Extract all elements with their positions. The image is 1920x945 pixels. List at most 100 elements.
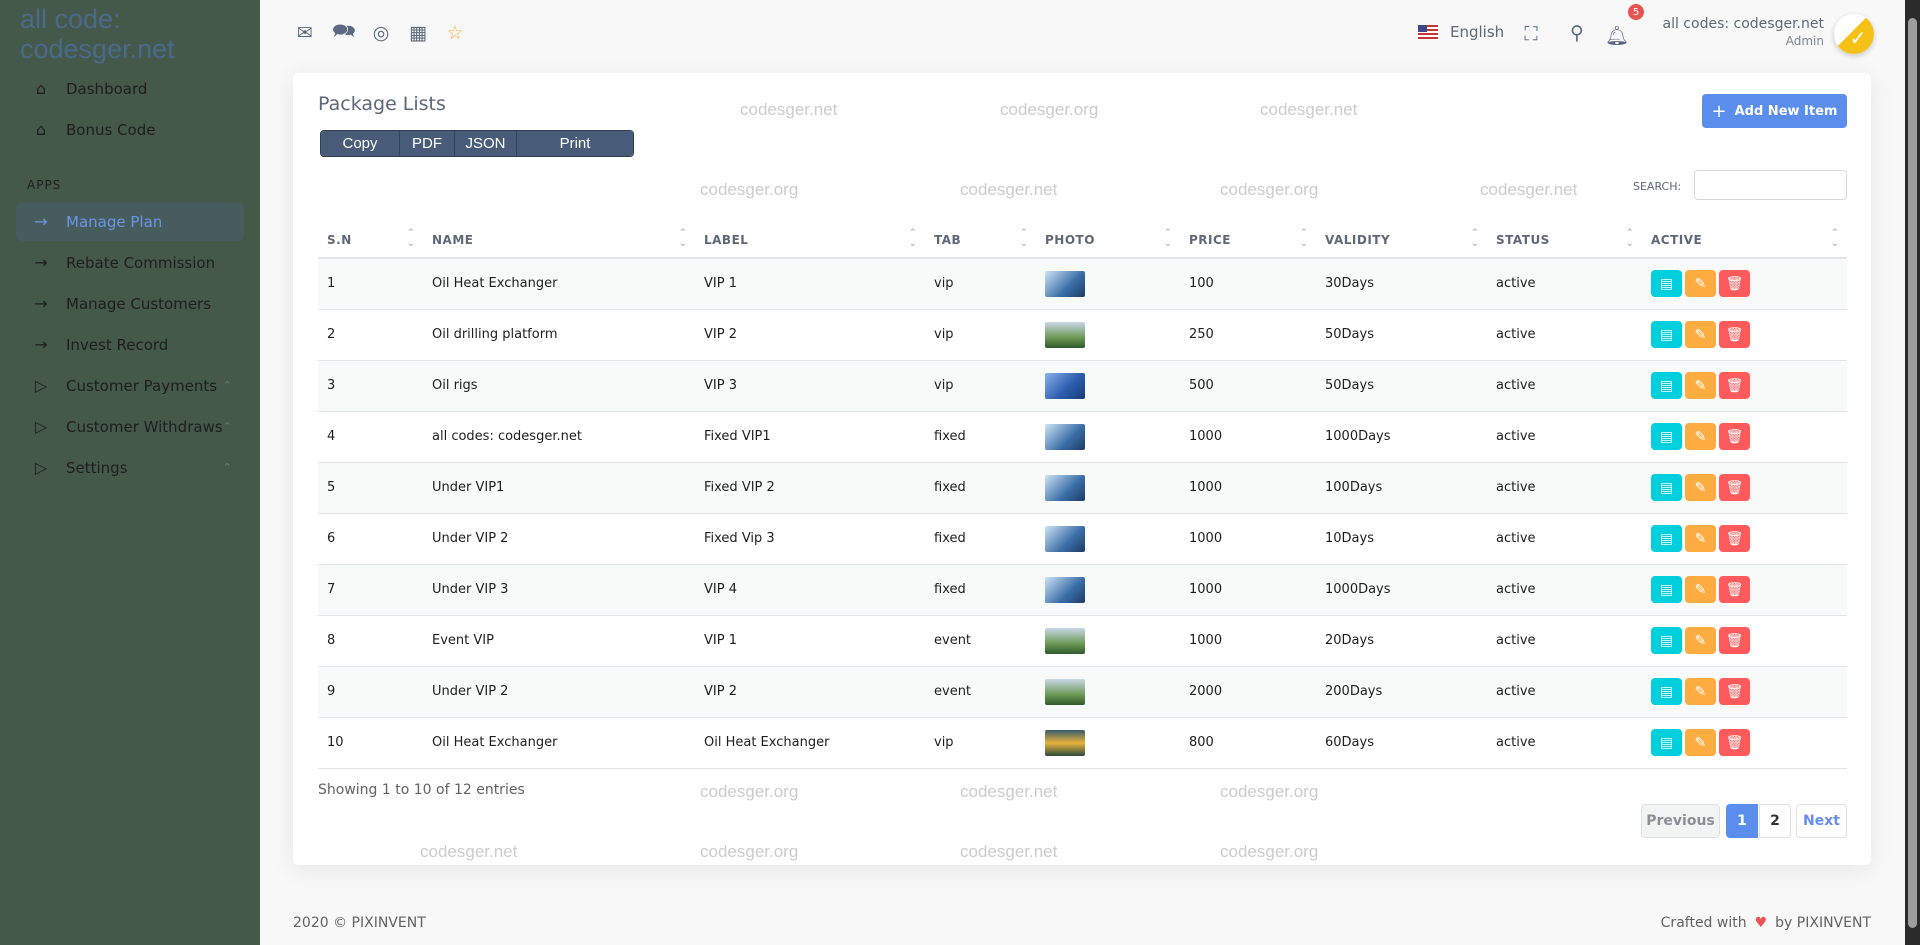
column-header-price[interactable]: PRICE ⌃ ⌄ (1180, 222, 1316, 259)
edit-button[interactable]: ✎ (1685, 678, 1716, 705)
cell-label: Fixed Vip 3 (695, 513, 925, 565)
edit-button[interactable]: ✎ (1685, 321, 1716, 348)
language-selector[interactable]: English (1418, 23, 1504, 41)
sidebar-item-rebate-commission[interactable]: → Rebate Commission (16, 243, 244, 282)
view-button[interactable]: ▤ (1651, 321, 1682, 348)
bell-icon[interactable]: 🔔︎ (1604, 24, 1630, 47)
delete-button[interactable]: 🗑︎ (1719, 729, 1750, 756)
avatar[interactable]: ✓ (1834, 14, 1874, 54)
cell-actions: ▤ ✎ 🗑︎ (1642, 309, 1847, 361)
view-button[interactable]: ▤ (1651, 525, 1682, 552)
column-header-status[interactable]: STATUS ⌃ ⌄ (1487, 222, 1642, 259)
delete-button[interactable]: 🗑︎ (1719, 474, 1750, 501)
next-page-button[interactable]: Next (1796, 804, 1847, 838)
cell-photo (1036, 666, 1180, 718)
column-header-photo[interactable]: PHOTO ⌃ ⌄ (1036, 222, 1180, 259)
page-1-button[interactable]: 1 (1726, 804, 1758, 838)
previous-page-button[interactable]: Previous (1641, 804, 1720, 838)
fullscreen-icon[interactable]: ⛶ (1524, 23, 1538, 45)
column-header-validity[interactable]: VALIDITY ⌃ ⌄ (1316, 222, 1487, 259)
cell-price: 1000 (1180, 411, 1316, 463)
heart-icon: ♥ (1754, 915, 1768, 931)
user-menu[interactable]: all codes: codesger.net Admin (1663, 16, 1825, 48)
mail-icon[interactable]: ✉ (297, 22, 313, 44)
edit-button[interactable]: ✎ (1685, 576, 1716, 603)
sidebar-item-settings[interactable]: ▷ Settings ⌃ (16, 448, 244, 487)
edit-button[interactable]: ✎ (1685, 474, 1716, 501)
table-row: 10 Oil Heat Exchanger Oil Heat Exchanger vi… (318, 717, 1847, 769)
column-header-sn[interactable]: S.N ⌃ ⌄ (318, 222, 423, 259)
sidebar-item-bonus-code[interactable]: ⌂ Bonus Code (16, 110, 244, 149)
cell-actions: ▤ ✎ 🗑︎ (1642, 258, 1847, 310)
column-header-label[interactable]: LABEL ⌃ ⌄ (695, 222, 925, 259)
sidebar-item-label: Bonus Code (66, 120, 156, 139)
edit-button[interactable]: ✎ (1685, 729, 1716, 756)
column-label: TAB (934, 232, 962, 247)
sort-icon: ⌃ ⌄ (678, 228, 687, 249)
calendar-icon[interactable]: ▦ (409, 22, 427, 44)
delete-button[interactable]: 🗑︎ (1719, 321, 1750, 348)
sidebar-item-manage-plan[interactable]: → Manage Plan (16, 202, 244, 241)
delete-button[interactable]: 🗑︎ (1719, 627, 1750, 654)
view-button[interactable]: ▤ (1651, 270, 1682, 298)
cell-validity: 1000Days (1316, 411, 1487, 463)
column-label: S.N (327, 232, 352, 247)
cell-actions: ▤ ✎ 🗑︎ (1642, 462, 1847, 514)
page-2-button[interactable]: 2 (1759, 804, 1791, 838)
delete-button[interactable]: 🗑︎ (1719, 372, 1750, 399)
check-circle-icon[interactable]: ◎ (372, 22, 390, 44)
sidebar-item-customer-withdraws[interactable]: ▷ Customer Withdraws ⌃ (16, 407, 244, 446)
column-header-tab[interactable]: TAB ⌃ ⌄ (925, 222, 1036, 259)
json-button[interactable]: JSON (455, 131, 517, 156)
sidebar-item-label: Dashboard (66, 79, 148, 98)
delete-button[interactable]: 🗑︎ (1719, 576, 1750, 603)
view-button[interactable]: ▤ (1651, 372, 1682, 399)
scrollbar-thumb[interactable] (1908, 18, 1917, 928)
sort-icon: ⌃ ⌄ (1830, 228, 1839, 249)
add-new-item-button[interactable]: + Add New Item (1702, 94, 1847, 128)
package-table: S.N ⌃ ⌄ NAME ⌃ ⌄ LABEL ⌃ ⌄ TAB ⌃ ⌄ PHOTO ⌃ ⌄ PRICE ⌃ ⌄ VAL… (318, 222, 1847, 769)
cell-name: Under VIP 2 (423, 513, 695, 565)
delete-button[interactable]: 🗑︎ (1719, 270, 1750, 298)
us-flag-icon (1418, 25, 1438, 39)
arrow-right-icon: → (34, 294, 48, 313)
chat-icon[interactable]: 🗪 (332, 20, 356, 42)
column-header-name[interactable]: NAME ⌃ ⌄ (423, 222, 695, 259)
sidebar-item-dashboard[interactable]: ⌂ Dashboard (16, 69, 244, 108)
search-input[interactable] (1694, 170, 1847, 200)
cell-label: VIP 1 (695, 615, 925, 667)
cell-photo (1036, 309, 1180, 361)
view-button[interactable]: ▤ (1651, 474, 1682, 501)
sidebar-item-customer-payments[interactable]: ▷ Customer Payments ⌃ (16, 366, 244, 405)
edit-button[interactable]: ✎ (1685, 525, 1716, 552)
delete-button[interactable]: 🗑︎ (1719, 525, 1750, 552)
cell-status: active (1487, 717, 1642, 769)
view-button[interactable]: ▤ (1651, 423, 1682, 450)
print-button[interactable]: Print (517, 131, 633, 156)
star-icon[interactable]: ☆ (446, 22, 464, 44)
copy-button[interactable]: Copy (321, 131, 400, 156)
cell-status: active (1487, 666, 1642, 718)
pdf-button[interactable]: PDF (400, 131, 455, 156)
edit-button[interactable]: ✎ (1685, 627, 1716, 654)
sidebar-item-manage-customers[interactable]: → Manage Customers (16, 284, 244, 323)
sidebar-item-invest-record[interactable]: → Invest Record (16, 325, 244, 364)
view-button[interactable]: ▤ (1651, 576, 1682, 603)
search-icon[interactable]: ⚲ (1570, 22, 1584, 44)
edit-button[interactable]: ✎ (1685, 372, 1716, 399)
sidebar-item-label: Manage Plan (66, 212, 163, 231)
cell-status: active (1487, 411, 1642, 463)
cell-label: VIP 2 (695, 666, 925, 718)
edit-button[interactable]: ✎ (1685, 270, 1716, 298)
view-button[interactable]: ▤ (1651, 678, 1682, 705)
delete-button[interactable]: 🗑︎ (1719, 678, 1750, 705)
edit-button[interactable]: ✎ (1685, 423, 1716, 450)
page-scrollbar[interactable] (1905, 0, 1920, 945)
brand-logo-text[interactable]: all code: codesger.net (20, 4, 175, 64)
cell-price: 1000 (1180, 462, 1316, 514)
cell-label: VIP 1 (695, 258, 925, 310)
view-button[interactable]: ▤ (1651, 627, 1682, 654)
view-button[interactable]: ▤ (1651, 729, 1682, 756)
delete-button[interactable]: 🗑︎ (1719, 423, 1750, 450)
column-header-active[interactable]: ACTIVE ⌃ ⌄ (1642, 222, 1847, 259)
